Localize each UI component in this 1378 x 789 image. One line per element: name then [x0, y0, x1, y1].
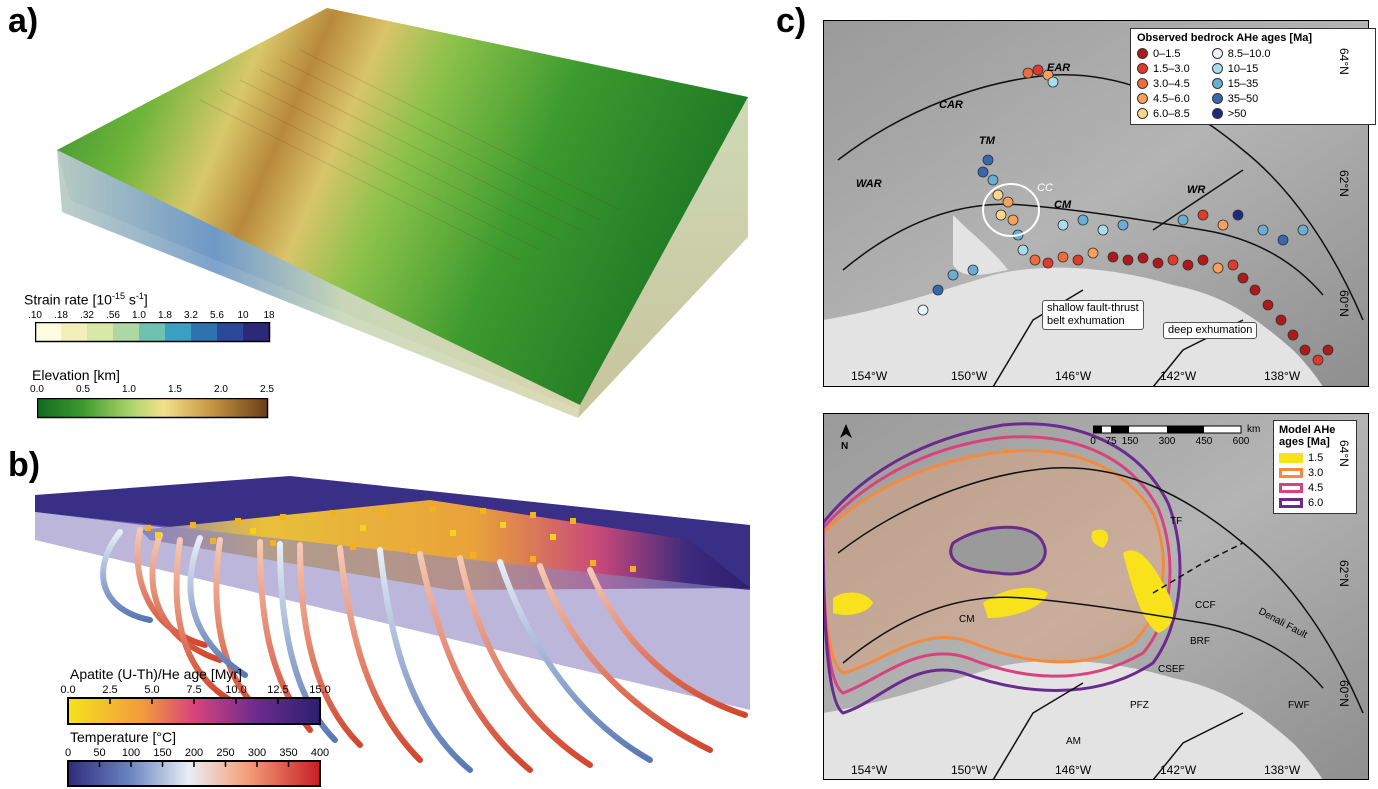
lat-label: 62°N — [1337, 560, 1351, 587]
legend-item: 4.5 — [1279, 480, 1351, 495]
temperature-colorbar — [67, 760, 321, 787]
elevation-ticks: 0.0 0.5 1.0 1.5 2.0 2.5 — [30, 384, 274, 395]
lon-label: 138°W — [1264, 369, 1301, 383]
label-ear: EAR — [1047, 62, 1071, 74]
legend-item: 4.5–6.0 — [1137, 91, 1190, 106]
fault-label-csef: CSEF — [1158, 664, 1185, 675]
label-war: WAR — [856, 178, 882, 190]
scale-bar — [1093, 425, 1242, 434]
observed-legend-title: Observed bedrock AHe ages [Ma] — [1137, 32, 1313, 44]
lat-label: 60°N — [1337, 290, 1351, 317]
lon-label: 154°W — [851, 763, 888, 777]
temperature-title: Temperature [°C] — [70, 729, 176, 745]
label-wr: WR — [1187, 184, 1206, 196]
label-cm: CM — [1054, 199, 1072, 211]
temperature-ticks: 0 50 100 150 200 250 300 350 400 — [64, 747, 330, 759]
callout-shallow: shallow fault-thrust belt exhumation — [1042, 300, 1144, 330]
label-cc: CC — [1037, 182, 1053, 194]
strain-rate-ticks: .10 .18 .32 .56 1.0 1.8 3.2 5.6 10 18 — [28, 310, 275, 321]
fault-label-ccf: CCF — [1195, 600, 1216, 611]
elevation-colorbar — [37, 398, 269, 419]
legend-item: 0–1.5 — [1137, 46, 1190, 61]
lon-label: 142°W — [1160, 763, 1197, 777]
map-top — [823, 20, 1369, 387]
fault-label-am: AM — [1066, 736, 1081, 747]
observed-legend: Observed bedrock AHe ages [Ma] 0–1.5 1.5… — [1130, 28, 1376, 125]
lon-label: 146°W — [1055, 369, 1092, 383]
north-arrow-icon — [840, 424, 852, 438]
model-legend: Model AHe ages [Ma] 1.5 3.0 4.5 6.0 — [1273, 420, 1357, 514]
label-tm: TM — [979, 135, 995, 147]
legend-item: >50 — [1211, 106, 1271, 121]
panel-b-label: b) — [8, 446, 41, 484]
strain-rate-title: Strain rate [10-15 s-1] — [24, 291, 148, 308]
he-age-title: Apatite (U-Th)/He age [Myr] — [70, 666, 242, 682]
fault-label-fwf: FWF — [1288, 700, 1310, 711]
legend-item: 6.0–8.5 — [1137, 106, 1190, 121]
lon-label: 150°W — [951, 763, 988, 777]
label-car: CAR — [939, 99, 963, 111]
legend-item: 10–15 — [1211, 61, 1271, 76]
legend-item: 15–35 — [1211, 76, 1271, 91]
legend-item: 1.5 — [1279, 450, 1351, 465]
north-label: N — [841, 441, 849, 452]
he-age-ticks: 0.0 2.5 5.0 7.5 10.0 12.5 15.0 — [60, 684, 331, 696]
legend-item: 35–50 — [1211, 91, 1271, 106]
elevation-title: Elevation [km] — [32, 367, 120, 383]
fault-label-cm: CM — [959, 614, 975, 625]
lon-label: 146°W — [1055, 763, 1092, 777]
legend-item: 3.0–4.5 — [1137, 76, 1190, 91]
lat-label: 60°N — [1337, 680, 1351, 707]
panel-a-block — [57, 8, 748, 418]
legend-item: 8.5–10.0 — [1211, 46, 1271, 61]
fault-label-pfz: PFZ — [1130, 700, 1149, 711]
lon-label: 154°W — [851, 369, 888, 383]
legend-item: 3.0 — [1279, 465, 1351, 480]
legend-item: 6.0 — [1279, 495, 1351, 510]
scale-ticks: 0 75 150 300 450 600 — [1090, 436, 1250, 447]
lon-label: 150°W — [951, 369, 988, 383]
he-age-colorbar — [67, 697, 321, 725]
scale-unit: km — [1247, 424, 1261, 435]
legend-item: 1.5–3.0 — [1137, 61, 1190, 76]
lon-label: 142°W — [1160, 369, 1197, 383]
fault-label-tf: TF — [1170, 516, 1183, 527]
panel-c-label: c) — [776, 2, 807, 40]
panel-a-label: a) — [8, 2, 39, 40]
callout-deep: deep exhumation — [1163, 322, 1258, 339]
fault-label-brf: BRF — [1190, 636, 1210, 647]
lat-label: 62°N — [1337, 170, 1351, 197]
lat-label: 64°N — [1337, 440, 1351, 467]
lat-label: 64°N — [1337, 48, 1351, 75]
lon-label: 138°W — [1264, 763, 1301, 777]
strain-rate-colorbar — [35, 322, 271, 343]
